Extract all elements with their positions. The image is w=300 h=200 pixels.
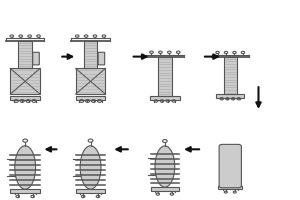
- Ellipse shape: [80, 146, 101, 189]
- Ellipse shape: [15, 146, 36, 189]
- FancyBboxPatch shape: [218, 186, 242, 189]
- FancyBboxPatch shape: [84, 41, 97, 68]
- FancyBboxPatch shape: [10, 189, 40, 193]
- FancyBboxPatch shape: [150, 96, 180, 100]
- FancyBboxPatch shape: [19, 41, 32, 68]
- FancyBboxPatch shape: [10, 96, 40, 100]
- FancyBboxPatch shape: [216, 94, 244, 98]
- FancyBboxPatch shape: [151, 187, 179, 191]
- FancyBboxPatch shape: [76, 96, 105, 100]
- FancyBboxPatch shape: [76, 189, 105, 193]
- FancyBboxPatch shape: [76, 68, 105, 94]
- FancyBboxPatch shape: [158, 57, 172, 96]
- FancyBboxPatch shape: [219, 144, 242, 188]
- Ellipse shape: [155, 146, 175, 187]
- FancyBboxPatch shape: [224, 57, 237, 94]
- FancyBboxPatch shape: [33, 52, 39, 65]
- FancyBboxPatch shape: [10, 68, 40, 94]
- FancyBboxPatch shape: [98, 52, 105, 65]
